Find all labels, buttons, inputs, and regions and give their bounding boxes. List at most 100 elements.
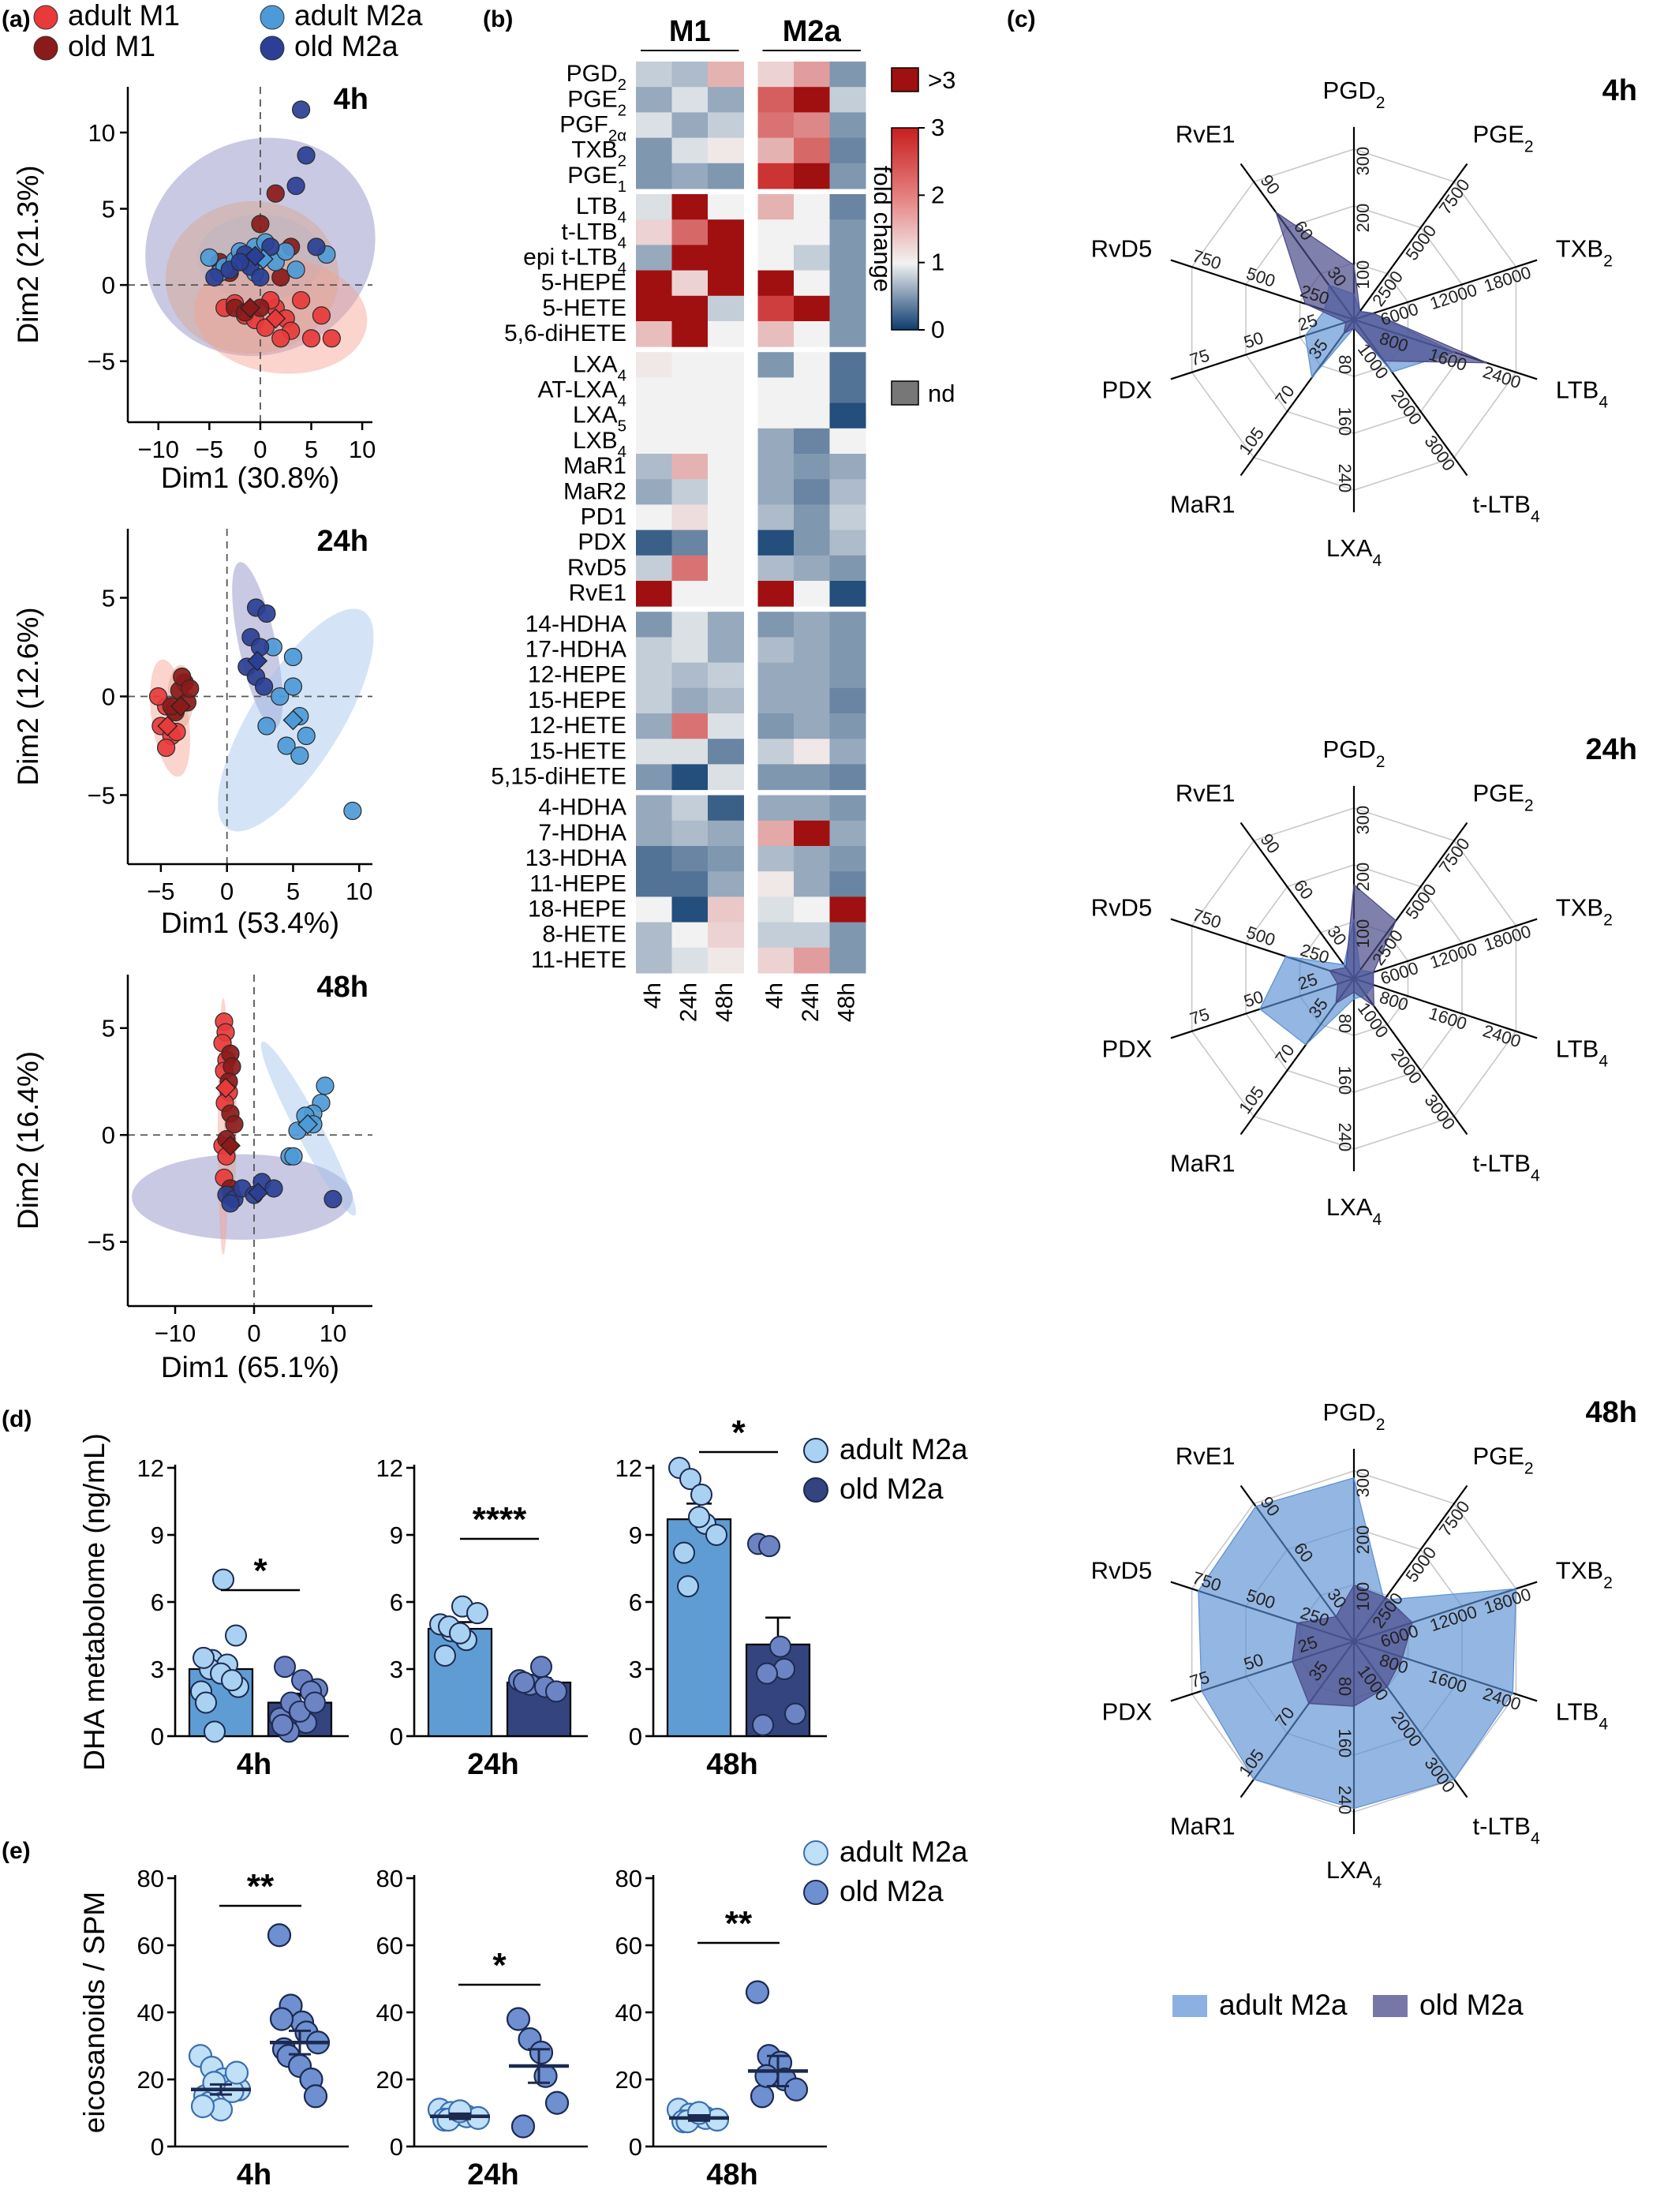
centroid-marker bbox=[170, 696, 191, 717]
y-tick-label: 12 bbox=[137, 1454, 164, 1482]
dot-panels-e: 0 20 40 60 80 ** 4h 0 20 40 60 80 * 24h 0 20 40 60 80 ** 48h… bbox=[78, 1836, 968, 2191]
heatmap-cell bbox=[794, 87, 830, 113]
radar-axis-label-main: PGD bbox=[1323, 1398, 1376, 1426]
heatmap-cell bbox=[708, 454, 744, 480]
heatmap-cell bbox=[708, 137, 744, 164]
y-tick-label: 20 bbox=[376, 2066, 403, 2094]
row-label-sub: 4 bbox=[618, 234, 626, 252]
data-point bbox=[784, 1702, 806, 1725]
y-axis-label: Dim2 (16.4%) bbox=[12, 1051, 44, 1230]
radar-axis-label: RvE1 bbox=[1176, 1442, 1236, 1469]
radar-tick-label: 3000 bbox=[1420, 1091, 1459, 1133]
heatmap-cell bbox=[671, 137, 709, 164]
heatmap-cell bbox=[829, 530, 866, 556]
heatmap-cell bbox=[829, 402, 866, 429]
legend-marker bbox=[803, 1477, 828, 1503]
bar-panels-d: 0 3 6 9 12 * 4h 0 3 6 9 12 **** 24h 0 3 6 9 12 * 48h DHA meta… bbox=[78, 1413, 968, 1781]
y-axis-label: DHA metabolome (ng/mL) bbox=[78, 1433, 110, 1771]
bar-panel-24h: 0 3 6 9 12 **** 24h bbox=[376, 1454, 588, 1781]
row-label: 12-HEPE bbox=[528, 662, 626, 688]
heatmap-cell bbox=[708, 947, 744, 974]
row-label-main: AT-LXA bbox=[538, 377, 618, 403]
significance-mark: * bbox=[253, 1551, 267, 1590]
y-tick-label: 80 bbox=[376, 1865, 403, 1892]
panel-title: 48h bbox=[317, 971, 368, 1004]
heatmap-cell bbox=[757, 219, 795, 245]
row-label: 4-HDHA bbox=[538, 795, 626, 821]
radar-tick-label: 70 bbox=[1271, 381, 1299, 409]
row-label-main: PGF bbox=[559, 112, 608, 138]
radar-tick-label: 500 bbox=[1244, 923, 1278, 950]
heatmap-cell bbox=[636, 922, 672, 949]
row-label: LXB4 bbox=[573, 428, 626, 461]
data-point bbox=[221, 1194, 240, 1213]
data-point bbox=[510, 2114, 536, 2139]
nd-label: nd bbox=[928, 380, 955, 407]
row-label: 12-HETE bbox=[529, 713, 626, 739]
centroid-marker bbox=[220, 1135, 241, 1156]
radar-tick-label: 2000 bbox=[1387, 386, 1426, 429]
data-point bbox=[221, 1669, 243, 1692]
data-point bbox=[250, 638, 270, 657]
data-point bbox=[291, 100, 311, 119]
data-point bbox=[156, 738, 176, 758]
data-point bbox=[316, 1076, 335, 1095]
radar-axis-label-main: t-LTB bbox=[1472, 1150, 1531, 1177]
data-point bbox=[274, 1656, 296, 1679]
significance-mark: **** bbox=[473, 1500, 527, 1539]
row-label-sub: 4 bbox=[618, 260, 626, 278]
y-tick-label: 6 bbox=[629, 1589, 642, 1616]
data-point bbox=[688, 1506, 710, 1529]
significance-mark: ** bbox=[725, 1904, 753, 1943]
y-tick-label: 40 bbox=[376, 1999, 403, 2027]
centroid-marker bbox=[215, 1077, 236, 1099]
heatmap-cell bbox=[829, 947, 866, 974]
radar-axis-label-main: LTB bbox=[1556, 1698, 1599, 1726]
data-point bbox=[323, 1189, 342, 1209]
heatmap-cell bbox=[757, 612, 795, 638]
heatmap-cell bbox=[757, 402, 795, 429]
heatmap-cell bbox=[636, 219, 672, 245]
row-label: epi t-LTB4 bbox=[523, 245, 626, 278]
heatmap-cell bbox=[757, 479, 795, 505]
radar-axis-label-sub: 2 bbox=[1376, 1416, 1385, 1434]
data-point bbox=[673, 1541, 695, 1564]
heatmap-cell bbox=[757, 764, 795, 791]
heatmap-cell bbox=[794, 62, 830, 88]
heatmap-cell bbox=[708, 504, 744, 531]
significance-mark: * bbox=[492, 1946, 507, 1985]
y-tick-label: 9 bbox=[390, 1521, 403, 1549]
heatmap-cell bbox=[671, 377, 709, 404]
y-tick-label: 0 bbox=[390, 2133, 403, 2161]
radar-axis-label-sub: 4 bbox=[1599, 1052, 1608, 1070]
heatmap-cell bbox=[671, 245, 709, 271]
radar-tick-label: 5000 bbox=[1401, 221, 1440, 264]
y-tick-label: 0 bbox=[102, 1121, 115, 1149]
heatmap-cell bbox=[829, 454, 866, 480]
radar-axis-label-main: t-LTB bbox=[1472, 491, 1531, 518]
radar-axis bbox=[1353, 259, 1538, 321]
bar-panel-48h: 0 3 6 9 12 * 48h bbox=[615, 1413, 827, 1781]
heatmap-cell bbox=[794, 321, 830, 347]
centroid-marker bbox=[248, 1182, 268, 1203]
heatmap-cell bbox=[636, 687, 672, 714]
heatmap-cell bbox=[757, 62, 795, 88]
heatmap-cell bbox=[708, 581, 744, 607]
radar-tick-label: 160 bbox=[1335, 1729, 1355, 1758]
heatmap-cell bbox=[794, 112, 830, 139]
radar-axis-label: RvD5 bbox=[1091, 234, 1153, 262]
radar-tick-label: 500 bbox=[1244, 264, 1278, 291]
radar-tick-label: 200 bbox=[1353, 1525, 1373, 1555]
heatmap-cell bbox=[757, 846, 795, 872]
data-point bbox=[529, 2040, 554, 2065]
heatmap-cell bbox=[829, 87, 866, 113]
legend-marker bbox=[803, 1840, 828, 1866]
heatmap-cell bbox=[671, 662, 709, 689]
data-point bbox=[230, 253, 249, 271]
radar-tick-label: 240 bbox=[1335, 1123, 1355, 1152]
y-tick-label: 12 bbox=[615, 1454, 642, 1482]
data-point bbox=[283, 677, 303, 696]
row-label-main: LXA bbox=[573, 402, 618, 429]
heatmap-cell bbox=[671, 219, 709, 245]
heatmap-cell bbox=[794, 662, 830, 689]
